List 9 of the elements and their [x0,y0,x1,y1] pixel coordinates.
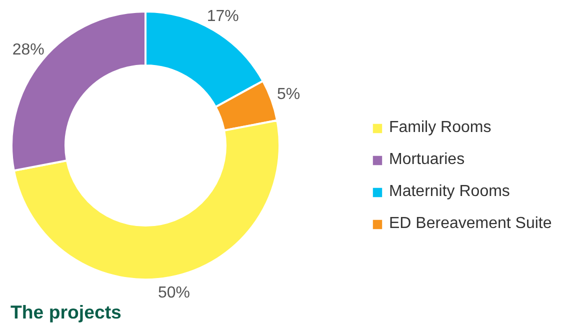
data-label: 5% [276,86,300,104]
data-label: 50% [158,284,190,302]
legend-label: Family Rooms [389,119,492,137]
data-label: 28% [12,41,44,58]
legend-label: Maternity Rooms [389,183,510,201]
legend-label: Mortuaries [389,151,465,169]
text: The projects [10,302,122,322]
legend-label: ED Bereavement Suite [389,215,552,233]
data-label: 17% [206,8,239,25]
